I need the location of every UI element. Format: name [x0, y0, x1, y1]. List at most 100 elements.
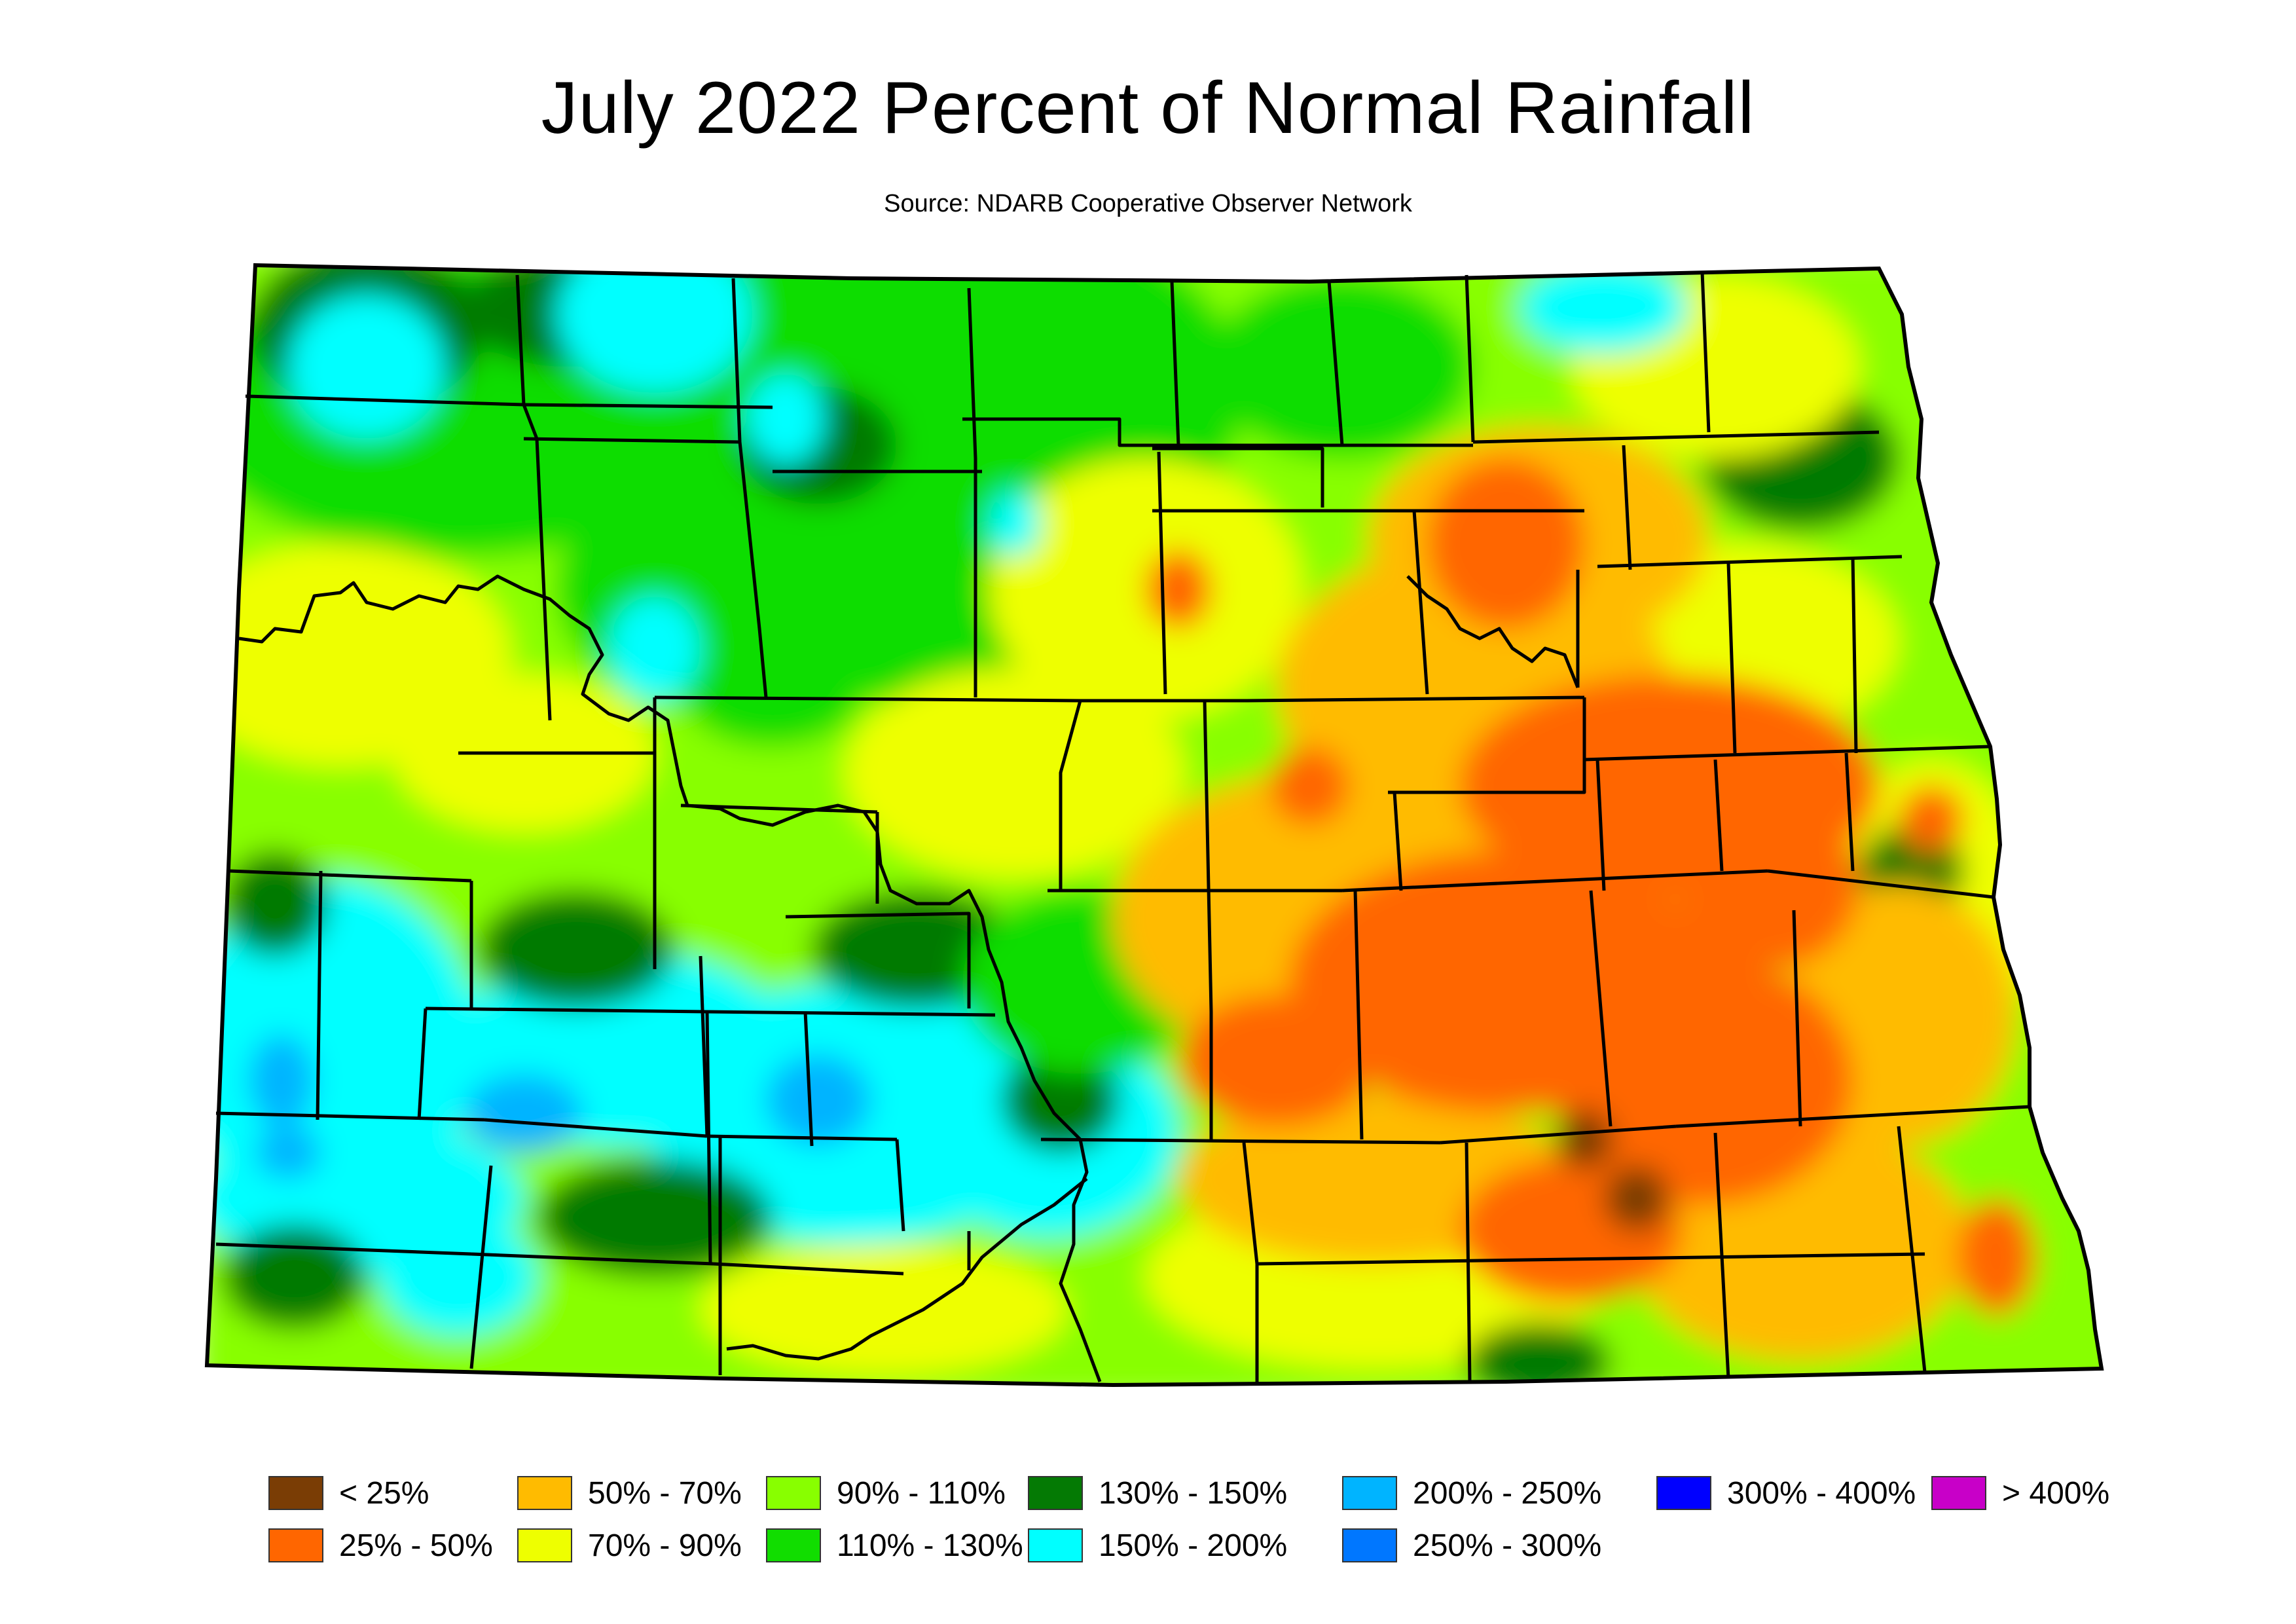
river-line	[1406, 575, 1580, 688]
county-line	[1700, 271, 1711, 433]
county-line	[699, 955, 709, 1137]
county-line	[1203, 700, 1213, 1139]
legend-label: 150% - 200%	[1099, 1528, 1288, 1563]
county-line	[1726, 563, 1737, 754]
rainfall-zone	[1519, 265, 1689, 354]
county-line	[1242, 1142, 1259, 1385]
county-boundaries	[215, 271, 2030, 1385]
legend-label: 70% - 90%	[588, 1528, 742, 1563]
legend: < 25% 25% - 50% 50% - 70% 70% - 90% 90% - 11…	[268, 1473, 2109, 1585]
county-line	[1412, 510, 1429, 695]
county-line	[425, 1006, 708, 1014]
county-line	[245, 394, 524, 407]
county-line	[1713, 759, 1724, 872]
county-line	[1040, 1137, 1441, 1145]
county-line	[1256, 1252, 1925, 1266]
river-line	[726, 1177, 1088, 1361]
county-line	[1465, 274, 1475, 443]
legend-swatch	[268, 1528, 323, 1562]
legend-label: < 25%	[339, 1475, 429, 1511]
rainfall-zone	[556, 265, 753, 393]
county-line	[1465, 1142, 1472, 1382]
legend-label: 250% - 300%	[1413, 1528, 1602, 1563]
legend-item: 50% - 70%	[517, 1473, 742, 1513]
legend-item: 130% - 150%	[1028, 1473, 1287, 1513]
county-line	[1059, 700, 1082, 891]
county-line	[738, 441, 768, 698]
rainfall-zone	[288, 295, 445, 439]
county-line	[522, 404, 539, 439]
legend-swatch	[1342, 1528, 1397, 1562]
rainfall-zone	[1146, 550, 1211, 629]
state-outline	[204, 263, 2104, 1388]
legend-swatch	[1028, 1528, 1083, 1562]
county-line	[484, 1118, 708, 1138]
rainfall-zone	[1555, 1110, 1614, 1169]
rainfall-zone	[255, 1126, 321, 1179]
county-line	[705, 1011, 712, 1264]
county-line	[1597, 555, 1903, 568]
legend-item: 150% - 200%	[1028, 1526, 1287, 1565]
county-line	[1595, 759, 1606, 891]
rainfall-zone	[249, 1035, 314, 1126]
rainfall-zone	[380, 1218, 537, 1336]
county-line	[316, 870, 323, 1120]
rainfall-zone	[1178, 995, 1375, 1126]
rainfall-zone	[609, 596, 701, 701]
county-line	[1584, 745, 1991, 762]
county-line	[1897, 1126, 1927, 1373]
legend-swatch	[766, 1476, 821, 1510]
county-line	[713, 1262, 904, 1276]
legend-item: 90% - 110%	[766, 1473, 1006, 1513]
rainfall-zone	[1467, 1323, 1611, 1385]
legend-label: 25% - 50%	[339, 1528, 493, 1563]
legend-swatch	[1656, 1476, 1711, 1510]
legend-item: 250% - 300%	[1342, 1526, 1601, 1565]
rainfall-zone	[1427, 458, 1584, 629]
county-line	[1440, 1124, 1677, 1145]
rainfall-zone	[746, 373, 825, 465]
legend-item: 200% - 250%	[1342, 1473, 1601, 1513]
river-line	[238, 574, 1102, 1382]
legend-label: 300% - 400%	[1727, 1475, 1916, 1511]
rainfall-zone	[1958, 1198, 2036, 1316]
county-line	[1675, 1105, 2030, 1128]
legend-swatch	[1028, 1476, 1083, 1510]
legend-swatch	[517, 1476, 572, 1510]
county-line	[731, 278, 742, 443]
legend-item: > 400%	[1931, 1473, 2109, 1513]
county-line	[523, 437, 740, 444]
county-line	[1713, 1132, 1730, 1379]
county-line	[895, 1139, 905, 1232]
county-line	[471, 1252, 714, 1266]
county-line	[417, 1008, 428, 1120]
county-line	[1353, 890, 1364, 1140]
legend-item: 300% - 400%	[1656, 1473, 1916, 1513]
county-line	[523, 403, 773, 409]
county-line	[1388, 760, 1586, 794]
rainfall-zone	[766, 1054, 871, 1146]
county-line	[535, 438, 552, 721]
legend-item: 110% - 130%	[766, 1526, 1023, 1565]
legend-label: 90% - 110%	[837, 1475, 1006, 1511]
county-line	[1472, 430, 1880, 444]
rainfall-zone	[223, 1225, 367, 1329]
legend-label: > 400%	[2002, 1475, 2110, 1511]
county-line	[515, 274, 526, 405]
county-line	[1792, 910, 1802, 1127]
legend-swatch	[268, 1476, 323, 1510]
map-subtitle: Source: NDARB Cooperative Observer Netwo…	[884, 190, 1412, 217]
rainfall-zone	[465, 1074, 583, 1153]
rainfall-zone	[1270, 747, 1349, 825]
county-line	[785, 912, 971, 1008]
county-line	[469, 1165, 493, 1369]
map-title: July 2022 Percent of Normal Rainfall	[541, 67, 1755, 149]
rainfall-zone	[1676, 799, 1859, 969]
county-line	[1393, 792, 1403, 891]
county-line	[228, 869, 472, 883]
rainfall-zone	[989, 491, 1041, 557]
county-line	[654, 695, 1081, 703]
county-line	[962, 417, 1178, 447]
rainfall-zone	[223, 851, 327, 956]
rainfall-zone	[1899, 786, 1964, 851]
